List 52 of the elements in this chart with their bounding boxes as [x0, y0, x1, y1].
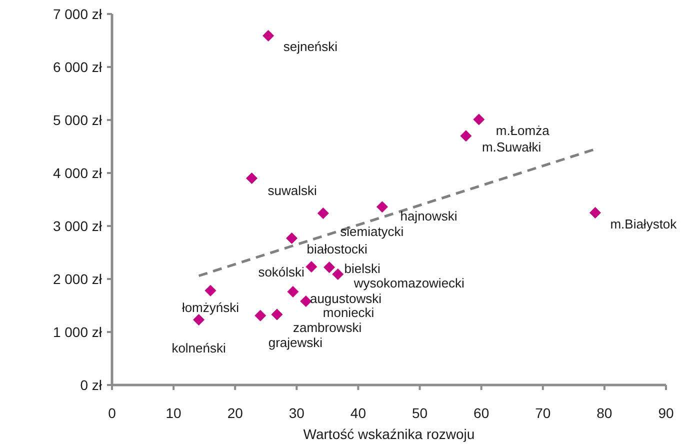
point: [286, 232, 298, 244]
point: [332, 268, 344, 280]
y-tick-label: 6 000 zł: [52, 59, 103, 75]
annotation: sejneński: [283, 39, 338, 54]
point: [204, 284, 216, 296]
annotation: sokólski: [258, 264, 305, 280]
annotation: zambrowski: [292, 320, 362, 336]
point: [287, 286, 299, 298]
annotation: grajewski: [268, 335, 323, 350]
annotation: hajnowski: [400, 208, 458, 224]
annotation: bielski: [344, 260, 381, 276]
x-tick-label: 60: [474, 405, 490, 421]
x-tick-label: 10: [166, 405, 182, 421]
x-tick-label: 0: [108, 405, 116, 421]
x-tick-label: 80: [596, 405, 612, 421]
point: [460, 130, 472, 142]
x-tick-label: 50: [412, 405, 428, 421]
x-tick-label: 40: [350, 405, 366, 421]
y-tick-label: 5 000 zł: [52, 112, 103, 128]
annotation: m.Suwałki: [482, 139, 542, 154]
point: [254, 310, 266, 322]
point: [324, 262, 336, 274]
point: [473, 114, 485, 126]
y-tick-label: 7 000 zł: [52, 6, 103, 22]
annotation: kolneński: [172, 340, 226, 356]
x-tick-label: 20: [227, 405, 244, 421]
annotation: wysokomazowiecki: [352, 276, 465, 291]
point: [317, 208, 329, 220]
annotation: augustowski: [310, 291, 382, 306]
point: [271, 308, 283, 320]
x-tick-label: 70: [535, 405, 551, 421]
point: [376, 201, 388, 213]
annotation: siemiatycki: [340, 224, 404, 239]
x-tick-label: 90: [658, 405, 674, 421]
annotation: moniecki: [322, 304, 374, 320]
y-tick-label: 2 000 zł: [52, 271, 103, 287]
annotation: łomżyński: [182, 300, 240, 316]
point: [306, 261, 318, 273]
annotation: suwalski: [268, 182, 317, 198]
point: [262, 30, 274, 42]
annotation: białostocki: [306, 242, 368, 257]
x-tick-label: 30: [288, 405, 305, 421]
point: [193, 314, 205, 326]
x-axis-title: Wartość wskaźnika rozwoju: [303, 426, 475, 442]
y-tick-label: 1 000 zł: [52, 324, 103, 340]
y-tick-label: 4 000 zł: [52, 165, 103, 181]
y-tick-label: 0 zł: [80, 377, 103, 393]
point: [246, 172, 258, 184]
annotation: m.Łomża: [496, 122, 550, 138]
annotation: m.Białystok: [610, 216, 678, 232]
y-tick-label: 3 000 zł: [52, 218, 103, 234]
point: [589, 207, 601, 218]
